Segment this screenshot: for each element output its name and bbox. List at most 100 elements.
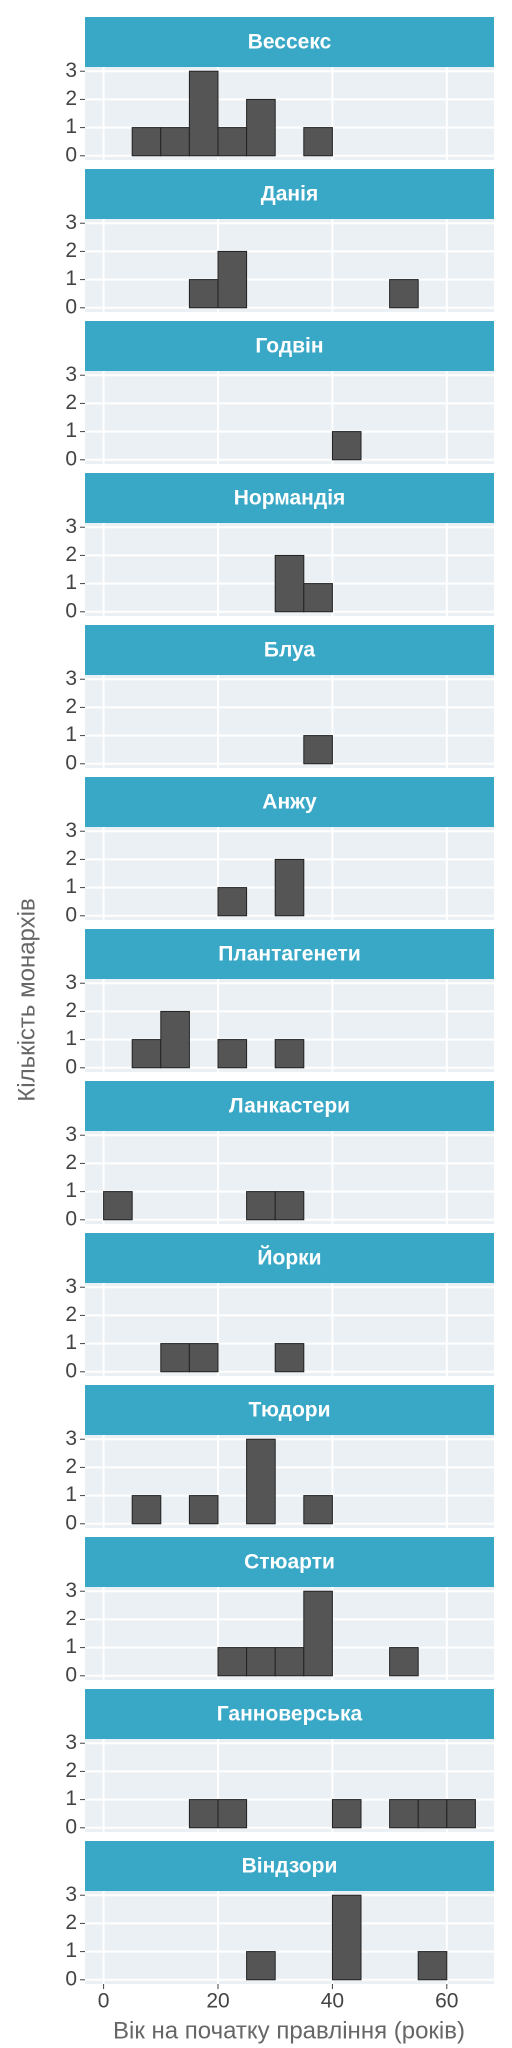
facet-strip [85,929,494,979]
facet-strip [85,625,494,675]
facet-title: Стюарти [244,1551,335,1574]
y-tick-label: 0 [65,751,77,774]
histogram-bar [131,127,162,157]
histogram-bar [188,279,219,309]
y-tick-label: 3 [65,1579,77,1602]
facet-title: Ланкастери [229,1095,350,1118]
y-tick-label: 1 [65,419,77,442]
facet-strip [85,169,494,219]
facet-title: Анжу [262,791,317,814]
histogram-bar [217,1039,248,1069]
y-tick-label: 0 [65,447,77,470]
x-axis-label: Вік на початку правління (років) [113,2017,465,2044]
histogram-bar [303,127,333,157]
histogram-bar [246,1647,276,1677]
y-tick-label: 3 [65,971,77,994]
histogram-bar [246,1191,276,1221]
histogram-bar [417,1799,448,1829]
facet-title: Плантагенети [218,943,360,966]
y-tick-label: 3 [65,1123,77,1146]
y-axis-label: Кількість монархів [13,898,40,1101]
facet-title: Нормандія [234,487,346,510]
y-tick-label: 2 [65,847,77,870]
y-tick-label: 2 [65,1303,77,1326]
y-tick-label: 0 [65,1815,77,1838]
facet-title: Блуа [264,639,316,662]
histogram-bar [246,1951,276,1981]
facet-strip [85,1537,494,1587]
histogram-bar [303,1590,333,1677]
histogram-bar [331,1894,362,1981]
histogram-bar [246,1438,276,1525]
facet-strip [85,1689,494,1739]
y-tick-label: 0 [65,1055,77,1078]
histogram-bar [188,70,219,157]
y-tick-label: 2 [65,87,77,110]
facet-strip [85,1081,494,1131]
y-tick-label: 3 [65,1883,77,1906]
y-tick-label: 1 [65,1483,77,1506]
facet-strip [85,473,494,523]
histogram-bar [274,1039,305,1069]
facet-title: Ганноверська [217,1703,363,1726]
y-tick-label: 1 [65,115,77,138]
histogram-bar [160,127,190,157]
facet-title: Віндзори [242,1855,338,1878]
y-tick-label: 2 [65,239,77,262]
y-tick-label: 0 [65,1511,77,1534]
histogram-bar [389,1799,419,1829]
y-tick-label: 2 [65,1911,77,1934]
y-tick-label: 2 [65,1455,77,1478]
y-tick-label: 3 [65,515,77,538]
histogram-bar [217,1799,248,1829]
histogram-bar [417,1951,448,1981]
y-tick-label: 0 [65,903,77,926]
y-tick-label: 1 [65,1635,77,1658]
facet-strip [85,17,494,67]
y-tick-label: 3 [65,667,77,690]
x-tick-label: 20 [206,1990,229,2013]
y-tick-label: 2 [65,391,77,414]
y-tick-label: 3 [65,819,77,842]
facet-title: Годвін [255,335,323,358]
histogram-bar [274,858,305,917]
histogram-bar [303,735,333,765]
y-tick-label: 0 [65,295,77,318]
y-tick-label: 3 [65,1275,77,1298]
y-tick-label: 0 [65,1207,77,1230]
y-tick-label: 1 [65,571,77,594]
y-tick-label: 0 [65,1359,77,1382]
y-tick-label: 3 [65,211,77,234]
facet-title: Тюдори [248,1399,330,1422]
facet-strip [85,1385,494,1435]
histogram-bar [217,250,248,309]
panel [85,219,494,312]
facet-title: Йорки [257,1246,321,1270]
y-tick-label: 1 [65,1939,77,1962]
y-tick-label: 1 [65,1179,77,1202]
y-tick-label: 1 [65,1027,77,1050]
histogram-bar [217,1647,248,1677]
panel [85,371,494,464]
histogram-bar [103,1191,133,1221]
y-tick-label: 0 [65,1967,77,1990]
histogram-bar [389,1647,419,1677]
x-tick-label: 60 [435,1990,458,2013]
y-tick-label: 3 [65,363,77,386]
y-tick-label: 0 [65,143,77,166]
facet-title: Вессекс [248,31,332,54]
histogram-bar [160,1010,190,1069]
y-tick-label: 2 [65,1607,77,1630]
y-tick-label: 1 [65,267,77,290]
x-tick-label: 40 [321,1990,344,2013]
histogram-bar [131,1495,162,1525]
facet-strip [85,321,494,371]
y-tick-label: 0 [65,599,77,622]
y-tick-label: 2 [65,543,77,566]
facet-title: Данія [261,183,318,206]
x-tick-label: 0 [98,1990,110,2013]
y-tick-label: 0 [65,1663,77,1686]
histogram-bar [188,1343,219,1373]
y-tick-label: 1 [65,1787,77,1810]
